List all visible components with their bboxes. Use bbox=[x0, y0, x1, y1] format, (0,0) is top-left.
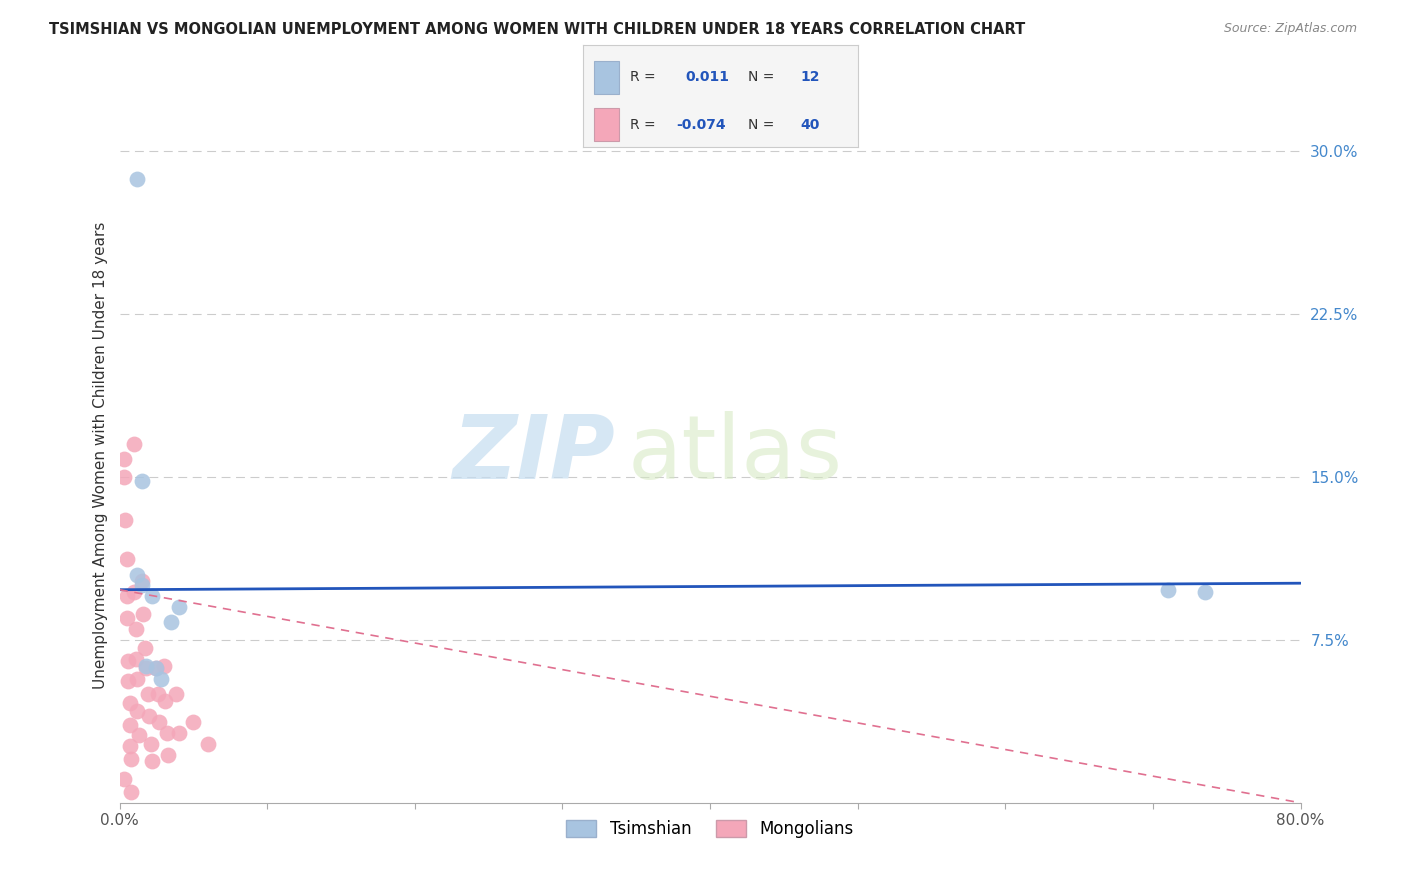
Text: N =: N = bbox=[748, 70, 779, 85]
Text: TSIMSHIAN VS MONGOLIAN UNEMPLOYMENT AMONG WOMEN WITH CHILDREN UNDER 18 YEARS COR: TSIMSHIAN VS MONGOLIAN UNEMPLOYMENT AMON… bbox=[49, 22, 1025, 37]
Point bbox=[127, 672, 149, 686]
Text: 0.011: 0.011 bbox=[685, 70, 728, 85]
Point bbox=[148, 715, 170, 730]
Point bbox=[132, 607, 155, 621]
Point bbox=[165, 687, 187, 701]
Y-axis label: Unemployment Among Women with Children Under 18 years: Unemployment Among Women with Children U… bbox=[93, 221, 108, 689]
Point bbox=[131, 574, 153, 588]
Point bbox=[145, 661, 167, 675]
Bar bbox=[595, 61, 619, 94]
Point bbox=[139, 737, 162, 751]
Point bbox=[125, 622, 148, 636]
Point bbox=[127, 705, 149, 719]
Point bbox=[120, 752, 142, 766]
Point bbox=[117, 674, 139, 689]
Point bbox=[118, 739, 141, 754]
Text: Source: ZipAtlas.com: Source: ZipAtlas.com bbox=[1223, 22, 1357, 36]
Text: 12: 12 bbox=[800, 70, 820, 85]
Point bbox=[141, 755, 163, 769]
Point bbox=[167, 726, 190, 740]
Point bbox=[160, 615, 183, 630]
Point bbox=[128, 728, 150, 742]
Point bbox=[183, 715, 205, 730]
Point bbox=[145, 661, 167, 675]
Point bbox=[115, 552, 138, 566]
Point bbox=[120, 785, 142, 799]
Point bbox=[197, 737, 219, 751]
Point bbox=[112, 469, 135, 483]
Text: -0.074: -0.074 bbox=[676, 118, 727, 132]
Point bbox=[127, 171, 149, 186]
Point bbox=[156, 726, 179, 740]
Point bbox=[134, 641, 156, 656]
Point bbox=[114, 513, 136, 527]
Point bbox=[131, 474, 153, 488]
Point bbox=[125, 652, 148, 666]
Text: ZIP: ZIP bbox=[453, 411, 616, 499]
Text: R =: R = bbox=[630, 118, 659, 132]
Point bbox=[135, 661, 157, 675]
Text: 40: 40 bbox=[800, 118, 820, 132]
Text: N =: N = bbox=[748, 118, 779, 132]
Text: atlas: atlas bbox=[627, 411, 842, 499]
Point bbox=[153, 658, 174, 673]
Point bbox=[127, 567, 149, 582]
Point bbox=[1194, 585, 1216, 599]
Point bbox=[112, 772, 135, 786]
Point bbox=[136, 687, 159, 701]
Point bbox=[157, 747, 180, 762]
Point bbox=[131, 578, 153, 592]
Point bbox=[135, 658, 157, 673]
Point bbox=[167, 600, 190, 615]
Point bbox=[118, 696, 141, 710]
Point bbox=[155, 693, 177, 707]
Point bbox=[149, 672, 172, 686]
Bar bbox=[595, 108, 619, 141]
Point bbox=[112, 452, 135, 467]
Point bbox=[118, 717, 141, 731]
Point bbox=[117, 655, 139, 669]
Text: R =: R = bbox=[630, 70, 659, 85]
Point bbox=[124, 437, 146, 451]
Legend: Tsimshian, Mongolians: Tsimshian, Mongolians bbox=[558, 812, 862, 847]
Point bbox=[138, 708, 160, 723]
Point bbox=[141, 589, 163, 603]
Point bbox=[115, 611, 138, 625]
Point bbox=[124, 585, 146, 599]
Point bbox=[115, 589, 138, 603]
Point bbox=[1156, 582, 1178, 597]
Point bbox=[146, 687, 169, 701]
